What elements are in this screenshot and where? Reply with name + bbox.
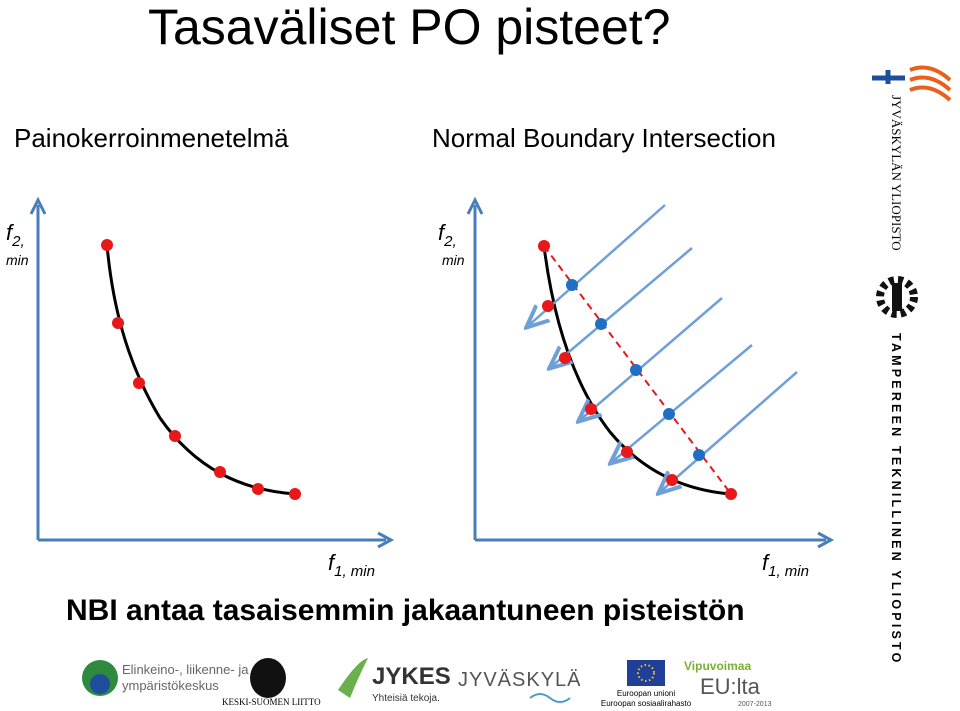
jykes-icon: [338, 658, 368, 698]
logo-text: TAMPEREEN TEKNILLINEN YLIOPISTO: [889, 333, 903, 666]
logo-text: Euroopan sosiaalirahasto: [601, 699, 692, 708]
ely-icon: [90, 674, 110, 694]
points: [101, 239, 301, 500]
pareto-front: [105, 244, 296, 496]
jyu-flame: [909, 65, 952, 102]
conclusion: NBI antaa tasaisemmin jakaantuneen piste…: [66, 594, 745, 627]
symbol: f: [328, 550, 337, 575]
logo-text: Vipuvoimaa: [684, 659, 751, 673]
points: [538, 240, 737, 500]
y-label-qualifier: min: [6, 252, 29, 268]
y-label: f2,: [6, 220, 25, 250]
logo-text: ympäristökeskus: [122, 678, 219, 693]
logo-text: EU:lta: [700, 674, 761, 699]
symbol: f: [762, 550, 771, 575]
arrowheads: [29, 196, 395, 549]
logo-text: Yhteisiä tekoja.: [372, 693, 440, 704]
logo-text: 2007-2013: [738, 701, 772, 708]
logo-text: JYKES: [372, 663, 451, 690]
ks-bird: [250, 658, 286, 698]
symbol: f: [6, 220, 15, 245]
y-label: f2,: [438, 220, 457, 250]
right-chart: f2, min f1, min: [438, 196, 835, 580]
axes: [473, 205, 826, 542]
heading: Painokerroinmenetelmä: [14, 123, 289, 153]
logo-text: Elinkeino-, liikenne- ja: [122, 662, 249, 677]
logo-text: JYVÄSKYLÄN YLIOPISTO: [889, 95, 904, 251]
title: Tasaväliset PO pisteet?: [148, 0, 671, 55]
eu-stars: [637, 664, 655, 682]
subscript: 1, min: [334, 563, 375, 580]
subscript: 1, min: [768, 563, 809, 580]
subscript: 2,: [443, 233, 457, 250]
x-label: f1, min: [328, 550, 375, 580]
y-label-qualifier: min: [442, 252, 465, 268]
logo-text: KESKI-SUOMEN LIITTO: [222, 697, 321, 707]
logo-text: Euroopan unioni: [617, 689, 675, 698]
symbol: f: [438, 220, 447, 245]
subscript: 2,: [11, 233, 25, 250]
axes: [36, 205, 386, 542]
wave: [529, 693, 571, 703]
nbi-points: [566, 279, 705, 461]
side-logos: JYVÄSKYLÄN YLIOPISTO TAMPEREEN TEKNILLIN…: [872, 65, 952, 666]
left-chart: f2, min f1, min: [6, 196, 395, 580]
arrowheads: [466, 196, 835, 549]
tut-gear: [876, 276, 918, 318]
logo-text: JYVÄSKYLÄ: [458, 669, 582, 691]
tut-gear-center: [892, 283, 902, 311]
jyu-mark: [872, 70, 905, 84]
footer-logos: Elinkeino-, liikenne- ja ympäristökeskus…: [82, 658, 772, 708]
normals: [528, 204, 798, 492]
heading: Normal Boundary Intersection: [432, 123, 776, 153]
eu-flag: [627, 660, 665, 686]
x-label: f1, min: [762, 550, 809, 580]
